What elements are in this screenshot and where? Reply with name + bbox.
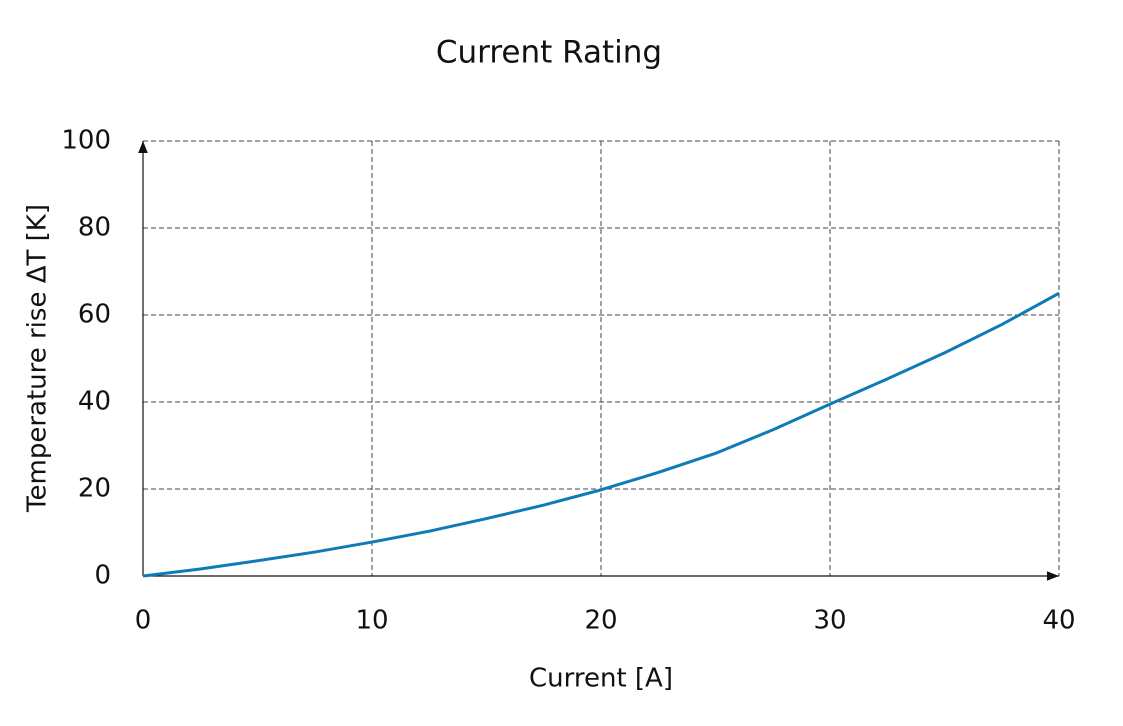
x-tick-label: 20 (584, 606, 617, 636)
y-tick-label: 40 (78, 387, 111, 417)
x-tick-label: 40 (1042, 606, 1075, 636)
chart-title: Current Rating (436, 35, 662, 71)
x-axis-label: Current [A] (529, 664, 673, 694)
y-tick-label: 60 (78, 300, 111, 330)
x-tick-label: 30 (813, 606, 846, 636)
y-tick-label: 20 (78, 474, 111, 504)
y-tick-label: 80 (78, 213, 111, 243)
x-tick-label: 0 (135, 606, 152, 636)
y-tick-label: 0 (94, 561, 111, 591)
data-line (142, 291, 1060, 578)
y-tick-label: 100 (61, 126, 111, 156)
y-axis-label: Temperature rise ΔT [K] (23, 204, 53, 513)
x-tick-label: 10 (355, 606, 388, 636)
